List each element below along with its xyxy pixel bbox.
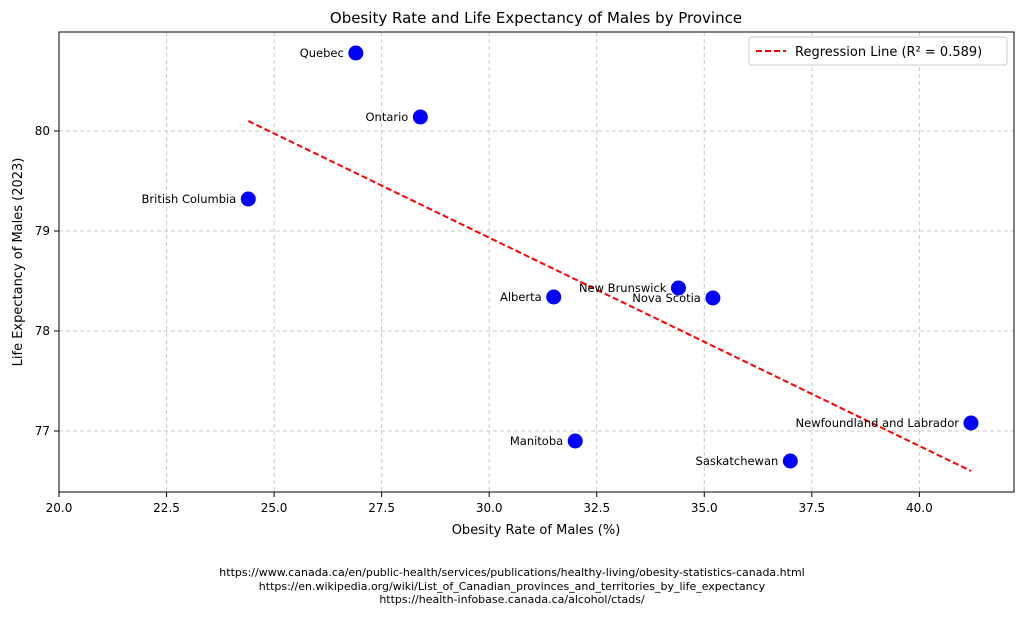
y-tick-label: 79 — [35, 224, 50, 238]
point-label: Manitoba — [510, 434, 563, 448]
data-point — [705, 290, 721, 306]
x-tick-label: 40.0 — [906, 501, 933, 515]
axis-ticks: 20.0 22.5 25.0 27.5 30.0 32.5 35.0 37.5 40.0 77 78… — [35, 124, 933, 515]
legend: Regression Line (R² = 0.589) — [748, 36, 1008, 66]
data-point — [670, 280, 686, 296]
source-line: https://en.wikipedia.org/wiki/List_of_Ca… — [258, 579, 766, 593]
data-point — [782, 453, 798, 469]
data-point — [546, 289, 562, 305]
legend-box — [748, 36, 1008, 66]
y-tick-label: 80 — [35, 124, 50, 138]
point-label: Quebec — [300, 46, 344, 60]
grid — [58, 32, 1014, 492]
data-point — [567, 433, 583, 449]
x-tick-label: 32.5 — [583, 501, 610, 515]
sources: https://www.canada.ca/en/public-health/s… — [0, 566, 1024, 607]
plot-frame — [58, 31, 1015, 493]
point-label: British Columbia — [142, 192, 237, 206]
chart-title: Obesity Rate and Life Expectancy of Male… — [330, 9, 742, 27]
legend-label: Regression Line (R² = 0.589) — [795, 45, 982, 60]
x-tick-label: 27.5 — [368, 501, 395, 515]
data-point — [963, 415, 979, 431]
y-tick-label: 77 — [35, 424, 50, 438]
data-point — [348, 45, 364, 61]
x-tick-label: 30.0 — [476, 501, 503, 515]
data-point — [240, 191, 256, 207]
y-tick-label: 78 — [35, 324, 50, 338]
source-line: https://www.canada.ca/en/public-health/s… — [219, 566, 805, 579]
y-axis-label: Life Expectancy of Males (2023) — [11, 158, 26, 367]
regression-line — [247, 120, 972, 472]
x-tick-label: 35.0 — [691, 501, 718, 515]
x-tick-label: 20.0 — [46, 501, 73, 515]
point-label: Nova Scotia — [632, 291, 701, 305]
point-label: New Brunswick — [579, 281, 667, 295]
data-point — [412, 109, 428, 125]
regression-layer — [247, 120, 972, 472]
point-label: Newfoundland and Labrador — [796, 416, 960, 430]
points-layer: Quebec Ontario British Columbia Alberta New … — [142, 45, 979, 469]
x-tick-label: 22.5 — [153, 501, 180, 515]
x-tick-label: 37.5 — [798, 501, 825, 515]
x-axis-label: Obesity Rate of Males (%) — [452, 523, 621, 538]
point-label: Ontario — [365, 110, 408, 124]
point-label: Alberta — [500, 290, 542, 304]
x-tick-label: 25.0 — [261, 501, 288, 515]
point-label: Saskatchewan — [696, 454, 779, 468]
source-line: https://health-infobase.canada.ca/alcoho… — [379, 593, 645, 606]
